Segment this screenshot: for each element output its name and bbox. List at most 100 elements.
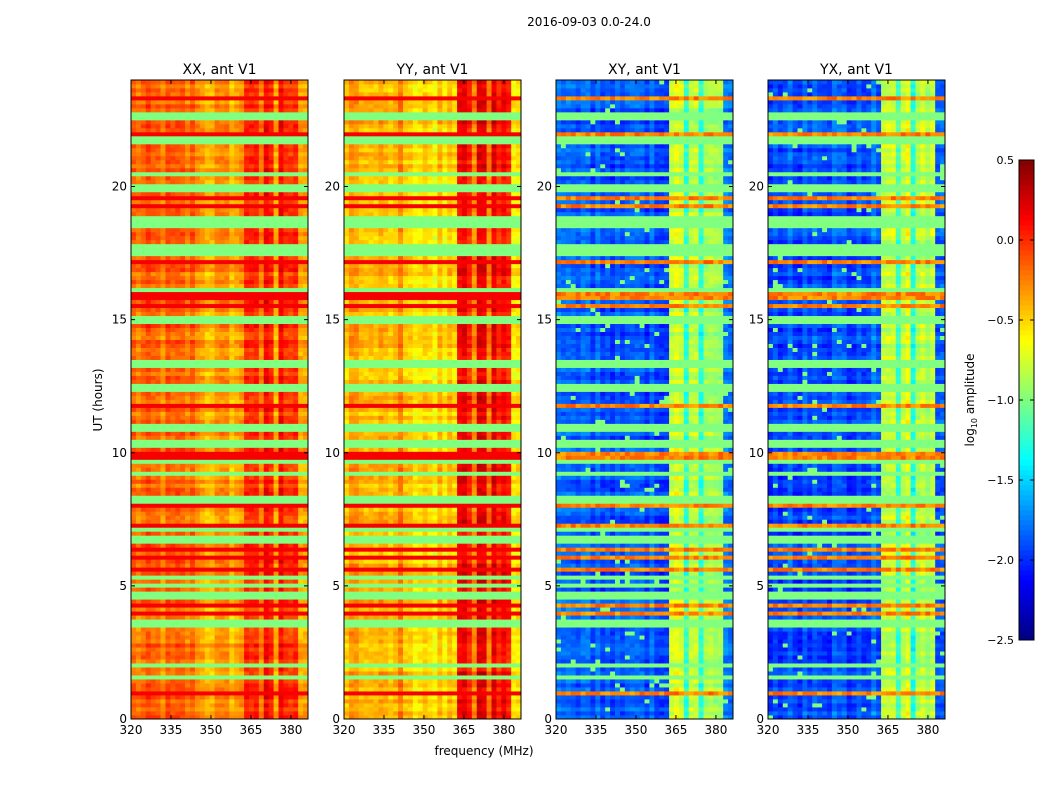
heatmap-cell: [165, 655, 170, 659]
heatmap-cell: [205, 184, 210, 188]
heatmap-cell: [274, 300, 279, 304]
heatmap-cell: [239, 503, 244, 507]
heatmap-cell: [210, 711, 215, 715]
heatmap-cell: [131, 439, 136, 443]
heatmap-cell: [293, 244, 298, 248]
heatmap-cell: [180, 407, 185, 411]
heatmap-cell: [229, 599, 234, 603]
heatmap-cell: [239, 244, 244, 248]
heatmap-cell: [239, 663, 244, 667]
heatmap-cell: [190, 164, 195, 168]
heatmap-cell: [131, 635, 136, 639]
heatmap-cell: [200, 352, 205, 356]
heatmap-cell: [165, 459, 170, 463]
heatmap-cell: [298, 232, 303, 236]
heatmap-cell: [274, 611, 279, 615]
heatmap-cell: [298, 535, 303, 539]
heatmap-cell: [136, 316, 141, 320]
heatmap-cell: [298, 583, 303, 587]
heatmap-cell: [298, 543, 303, 547]
heatmap-cell: [283, 431, 288, 435]
heatmap-cell: [239, 400, 244, 404]
heatmap-cell: [244, 579, 249, 583]
heatmap-cell: [264, 675, 269, 679]
heatmap-cell: [210, 651, 215, 655]
heatmap-cell: [136, 208, 141, 212]
heatmap-cell: [161, 260, 166, 264]
heatmap-cell: [185, 519, 190, 523]
heatmap-cell: [131, 663, 136, 667]
heatmap-cell: [215, 288, 220, 292]
heatmap-cell: [298, 647, 303, 651]
heatmap-cell: [205, 252, 210, 256]
heatmap-cell: [254, 292, 259, 296]
heatmap-cell: [239, 499, 244, 503]
heatmap-cell: [220, 683, 225, 687]
heatmap-cell: [293, 571, 298, 575]
heatmap-cell: [175, 583, 180, 587]
heatmap-cell: [190, 647, 195, 651]
heatmap-cell: [156, 519, 161, 523]
heatmap-cell: [229, 292, 234, 296]
heatmap-cell: [156, 707, 161, 711]
heatmap-cell: [210, 591, 215, 595]
heatmap-cell: [210, 499, 215, 503]
heatmap-cell: [156, 400, 161, 404]
heatmap-cell: [220, 415, 225, 419]
heatmap-cell: [151, 663, 156, 667]
heatmap-cell: [288, 439, 293, 443]
heatmap-cell: [224, 491, 229, 495]
heatmap-cell: [229, 567, 234, 571]
heatmap-cell: [180, 471, 185, 475]
heatmap-cell: [180, 304, 185, 308]
heatmap-cell: [165, 675, 170, 679]
heatmap-cell: [190, 236, 195, 240]
heatmap-cell: [190, 396, 195, 400]
heatmap-cell: [249, 411, 254, 415]
heatmap-cell: [215, 431, 220, 435]
heatmap-cell: [259, 559, 264, 563]
heatmap-cell: [161, 575, 166, 579]
heatmap-cell: [200, 667, 205, 671]
heatmap-cell: [131, 196, 136, 200]
heatmap-cell: [244, 451, 249, 455]
heatmap-cell: [283, 483, 288, 487]
heatmap-cell: [131, 168, 136, 172]
heatmap-cell: [180, 244, 185, 248]
heatmap-cell: [259, 471, 264, 475]
heatmap-cell: [239, 296, 244, 300]
heatmap-cell: [279, 527, 284, 531]
heatmap-cell: [215, 192, 220, 196]
heatmap-cell: [185, 208, 190, 212]
heatmap-cell: [224, 435, 229, 439]
heatmap-cell: [298, 288, 303, 292]
heatmap-cell: [190, 372, 195, 376]
heatmap-cell: [229, 447, 234, 451]
heatmap-cell: [269, 447, 274, 451]
heatmap-cell: [165, 236, 170, 240]
heatmap-cell: [215, 699, 220, 703]
heatmap-cell: [254, 368, 259, 372]
heatmap-cell: [151, 631, 156, 635]
heatmap-cell: [298, 352, 303, 356]
heatmap-cell: [205, 519, 210, 523]
heatmap-cell: [254, 172, 259, 176]
heatmap-cell: [190, 240, 195, 244]
heatmap-cell: [229, 216, 234, 220]
heatmap-cell: [274, 615, 279, 619]
heatmap-cell: [269, 683, 274, 687]
heatmap-cell: [279, 699, 284, 703]
heatmap-cell: [264, 667, 269, 671]
heatmap-cell: [274, 439, 279, 443]
heatmap-cell: [175, 284, 180, 288]
heatmap-cell: [131, 284, 136, 288]
heatmap-cell: [244, 435, 249, 439]
heatmap-cell: [274, 252, 279, 256]
heatmap-cell: [156, 272, 161, 276]
heatmap-cell: [220, 427, 225, 431]
heatmap-cell: [259, 403, 264, 407]
heatmap-cell: [175, 503, 180, 507]
heatmap-cell: [239, 268, 244, 272]
heatmap-cell: [234, 236, 239, 240]
heatmap-cell: [200, 471, 205, 475]
